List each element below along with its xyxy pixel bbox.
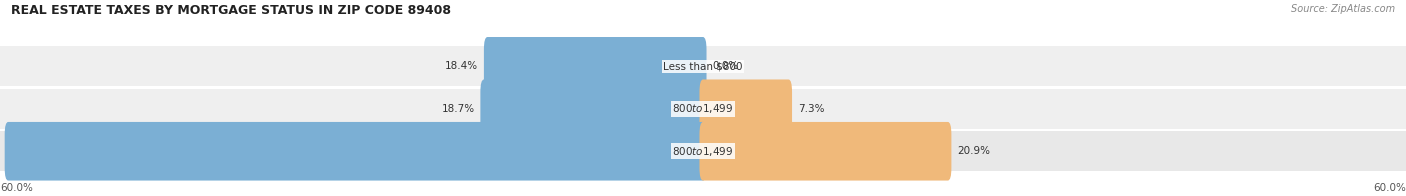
- FancyBboxPatch shape: [484, 37, 707, 96]
- FancyBboxPatch shape: [4, 122, 707, 181]
- Text: Source: ZipAtlas.com: Source: ZipAtlas.com: [1291, 4, 1395, 14]
- Text: $800 to $1,499: $800 to $1,499: [672, 145, 734, 158]
- Text: Less than $800: Less than $800: [664, 61, 742, 71]
- Text: 7.3%: 7.3%: [799, 104, 824, 114]
- Text: REAL ESTATE TAXES BY MORTGAGE STATUS IN ZIP CODE 89408: REAL ESTATE TAXES BY MORTGAGE STATUS IN …: [11, 4, 451, 17]
- FancyBboxPatch shape: [700, 122, 952, 181]
- Text: 18.7%: 18.7%: [441, 104, 475, 114]
- Text: 60.0%: 60.0%: [1374, 183, 1406, 193]
- Text: 60.0%: 60.0%: [0, 183, 32, 193]
- Text: 0.0%: 0.0%: [713, 61, 738, 71]
- Bar: [0, 46, 1406, 86]
- FancyBboxPatch shape: [700, 80, 792, 138]
- Text: 18.4%: 18.4%: [444, 61, 478, 71]
- Text: $800 to $1,499: $800 to $1,499: [672, 102, 734, 115]
- Text: 20.9%: 20.9%: [957, 146, 990, 156]
- FancyBboxPatch shape: [481, 80, 707, 138]
- Bar: [0, 89, 1406, 129]
- Bar: [0, 131, 1406, 171]
